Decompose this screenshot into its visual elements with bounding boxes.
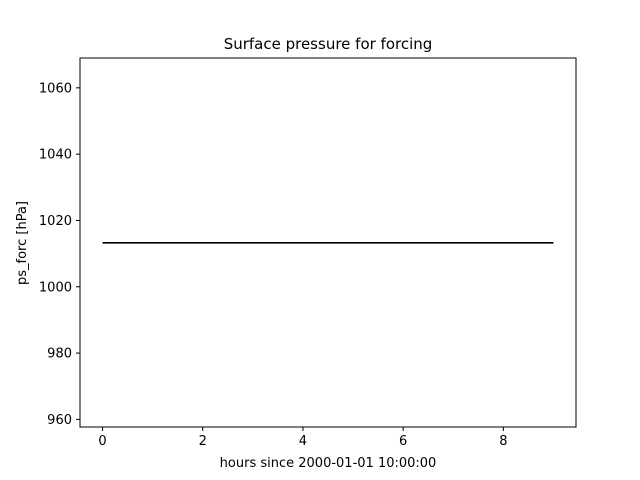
- x-tick-label: 2: [199, 434, 207, 449]
- x-tick-label: 4: [299, 434, 307, 449]
- x-tick-label: 0: [98, 434, 106, 449]
- x-tick-label: 6: [399, 434, 407, 449]
- x-axis-ticks: 0 2 4 6 8: [98, 427, 507, 449]
- y-tick-label: 1020: [39, 214, 72, 229]
- y-tick-label: 980: [47, 347, 72, 362]
- plot-area: 0 2 4 6 8 960 980 1000 1020 1040 1060: [39, 57, 577, 449]
- y-tick-label: 960: [47, 413, 72, 428]
- y-axis-label: ps_forc [hPa]: [15, 201, 30, 285]
- x-tick-label: 8: [499, 434, 507, 449]
- x-axis-label: hours since 2000-01-01 10:00:00: [220, 456, 437, 471]
- y-tick-label: 1000: [39, 280, 72, 295]
- y-axis-ticks: 960 980 1000 1020 1040 1060: [39, 81, 80, 428]
- chart-title: Surface pressure for forcing: [224, 35, 433, 53]
- y-tick-label: 1060: [39, 81, 72, 96]
- y-tick-label: 1040: [39, 148, 72, 163]
- axes-frame: [79, 57, 577, 428]
